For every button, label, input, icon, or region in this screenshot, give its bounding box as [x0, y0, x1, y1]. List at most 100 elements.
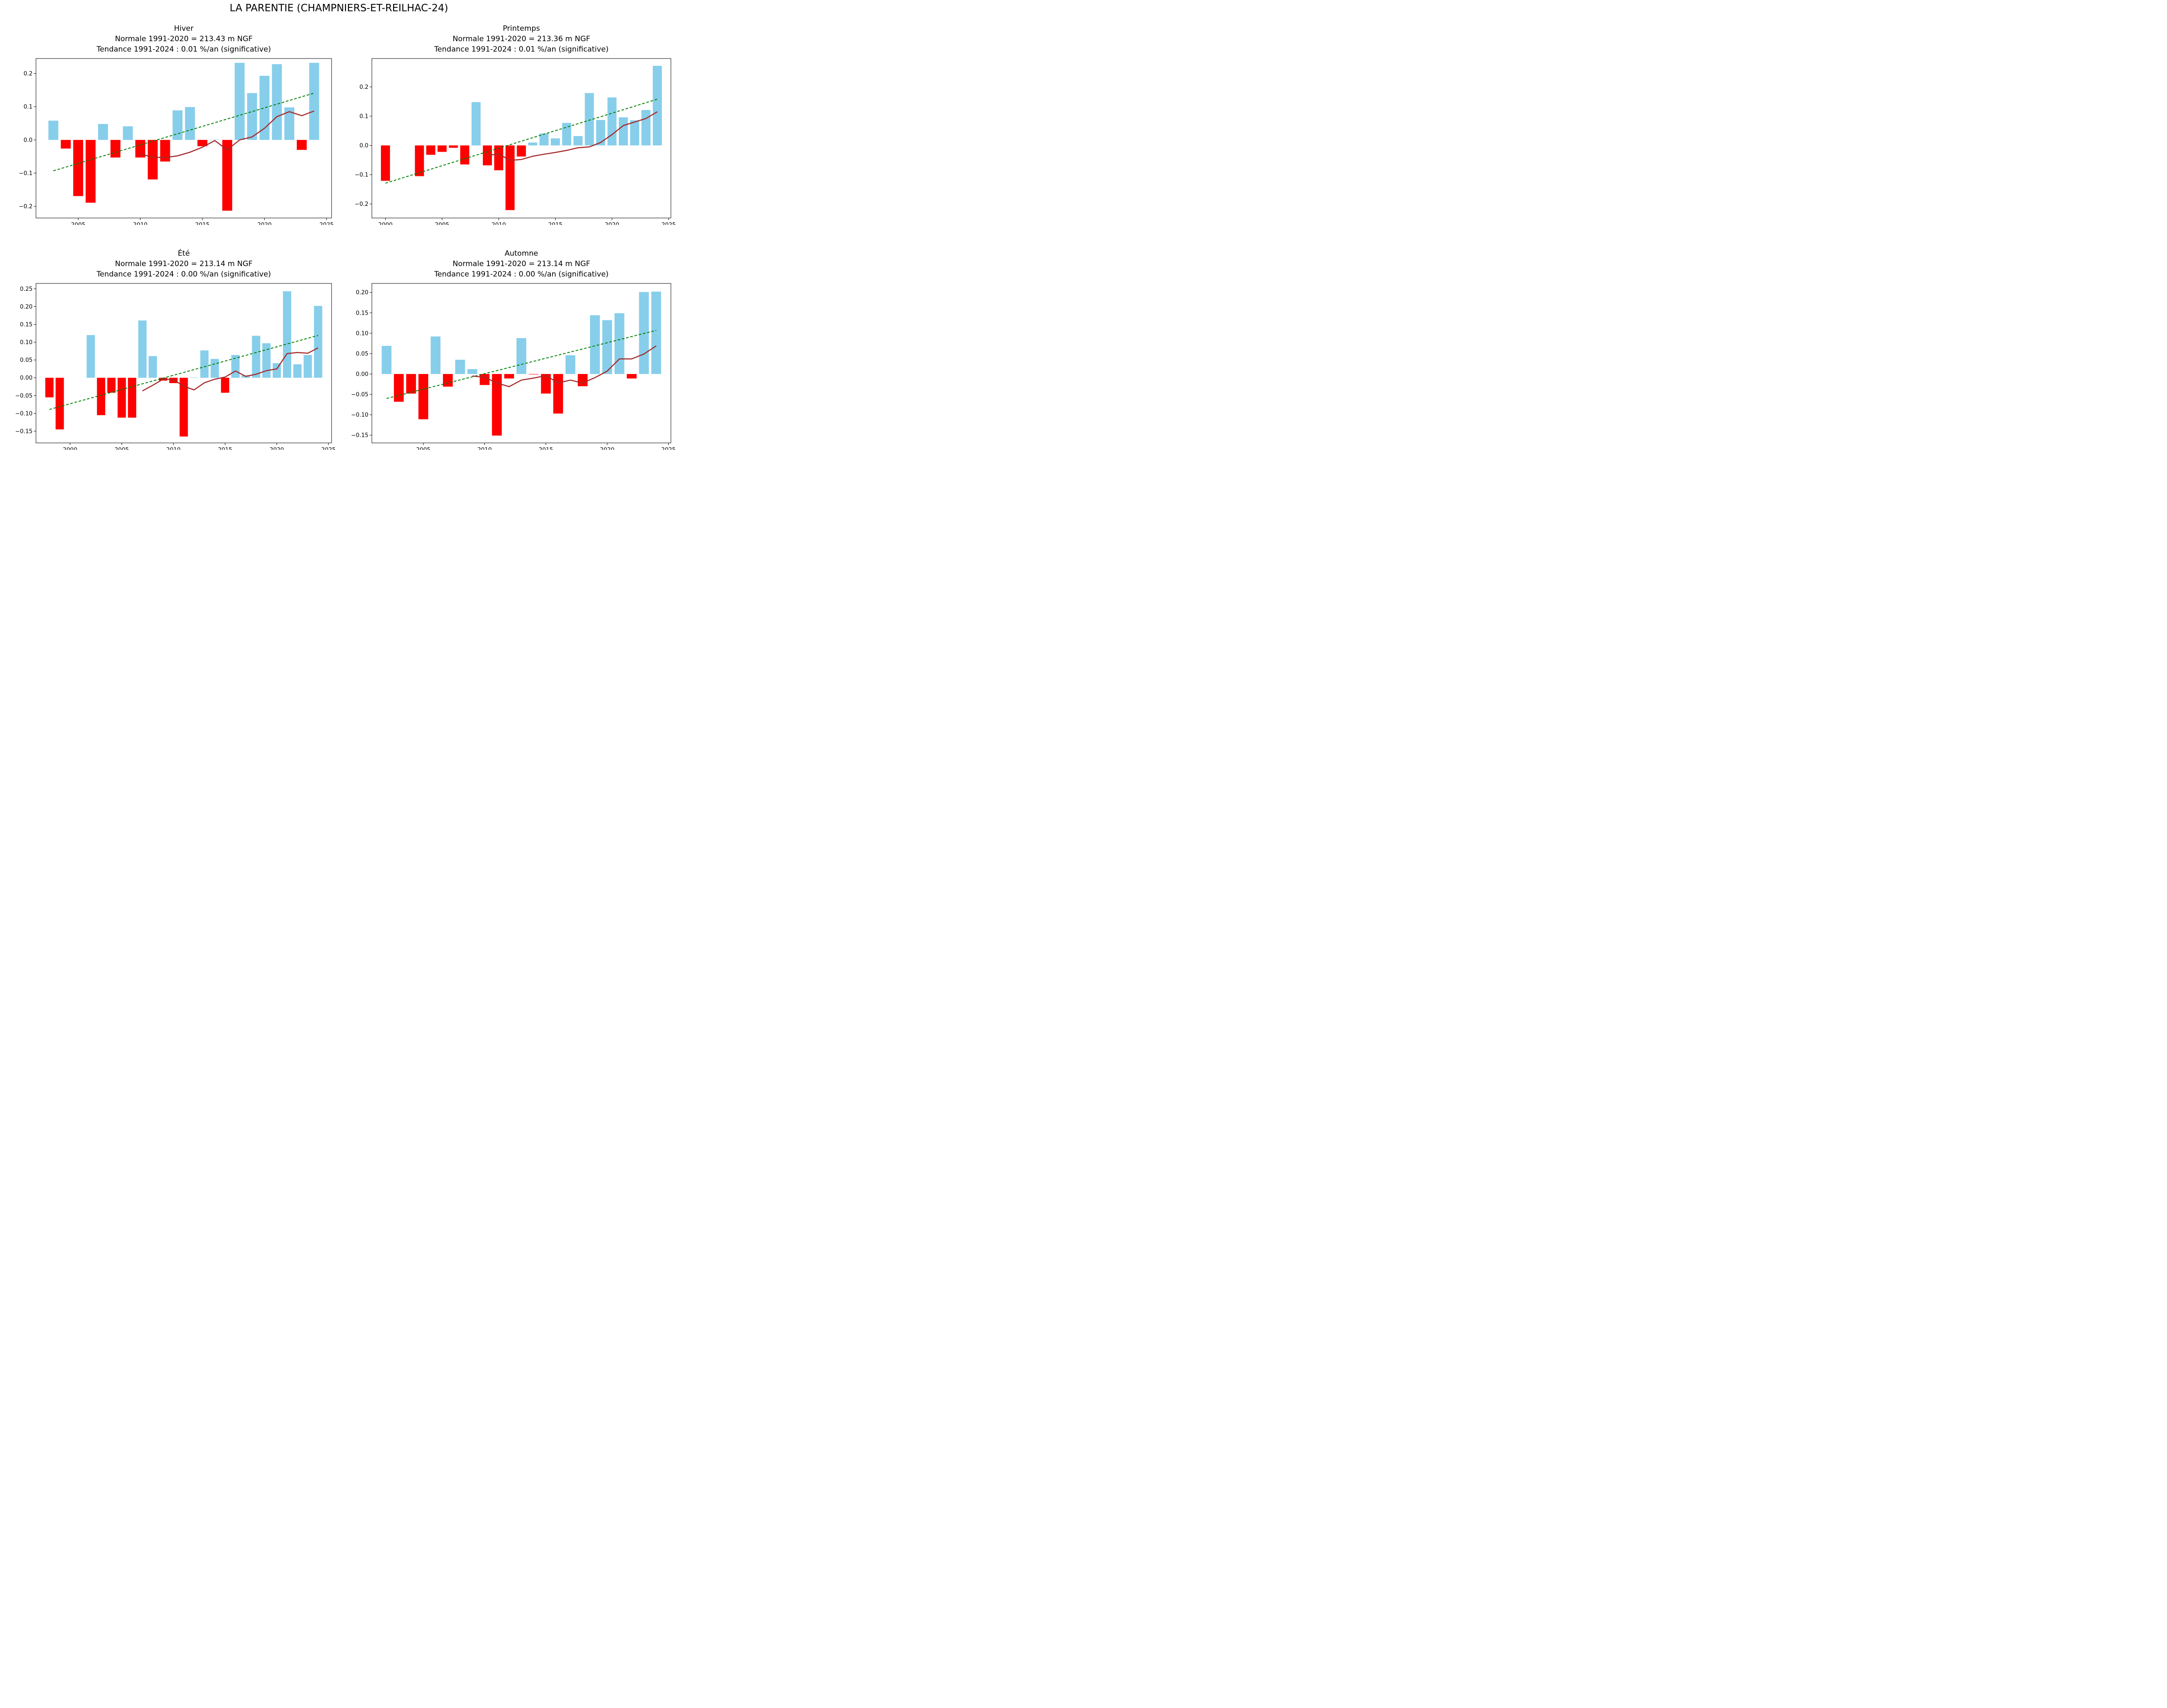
bar-negative: [541, 374, 551, 394]
bar-positive: [200, 350, 209, 378]
bar-positive: [303, 355, 312, 378]
bar-positive: [565, 355, 576, 374]
x-tick-label: 2015: [218, 447, 232, 450]
x-tick-label: 2025: [321, 447, 335, 450]
bar-positive: [309, 62, 319, 140]
y-tick-label: 0.05: [356, 351, 368, 357]
bar-negative: [418, 374, 429, 420]
bar-negative: [110, 140, 120, 158]
trend-line: Tendance 1991-2024 : 0.00 %/an (signific…: [96, 270, 271, 279]
y-tick-label: 0.1: [23, 104, 33, 111]
bar-positive: [259, 75, 270, 140]
axes-frame: [36, 283, 332, 443]
y-tick-label: −0.05: [351, 392, 368, 398]
x-tick-label: 2015: [548, 222, 563, 225]
y-tick-label: 0.05: [20, 357, 33, 364]
bar-positive: [467, 369, 478, 374]
subplot-printemps: Printemps Normale 1991-2020 = 213.36 m NG…: [339, 0, 678, 225]
bar-positive: [247, 93, 257, 140]
bar-negative: [492, 374, 502, 436]
bar-positive: [211, 359, 219, 378]
axes-frame: [36, 58, 332, 218]
trend-line: Tendance 1991-2024 : 0.01 %/an (signific…: [96, 45, 271, 54]
normal-line: Normale 1991-2020 = 213.43 m NGF: [115, 35, 253, 43]
bar-positive: [273, 363, 281, 378]
bar-positive: [272, 64, 282, 140]
bar-negative: [147, 140, 158, 180]
x-tick-label: 2010: [478, 447, 492, 450]
x-tick-label: 2015: [195, 222, 209, 225]
bar-negative: [169, 377, 178, 383]
bar-positive: [472, 102, 481, 146]
x-tick-label: 2025: [661, 447, 676, 450]
bar-negative: [504, 374, 514, 379]
bar-positive: [86, 335, 95, 378]
chart-svg: 2000 2005 2010 2015 2020 2025 −0.2 −0.1 0.0 0.1 0.…: [355, 58, 676, 225]
bar-negative: [415, 145, 424, 176]
bar-positive: [614, 313, 625, 374]
bar-positive: [528, 142, 537, 146]
bar-negative: [160, 140, 170, 162]
trend-line: [53, 92, 315, 172]
bar-negative: [517, 145, 526, 157]
x-tick-label: 2005: [416, 447, 430, 450]
y-tick-label: 0.2: [359, 84, 368, 91]
x-tick-label: 2005: [114, 447, 129, 450]
bar-positive: [618, 117, 628, 146]
x-tick-label: 2010: [133, 222, 147, 225]
y-tick-label: −0.1: [355, 172, 368, 179]
bar-negative: [553, 374, 563, 414]
y-tick-label: 0.10: [20, 339, 33, 346]
chart-svg: 2005 2010 2015 2020 2025 −0.2 −0.1 0.0 0.1 0.2: [19, 58, 334, 225]
chart-svg: 2000 2005 2010 2015 2020 2025 −0.15 −0.10 −0.05 0…: [15, 283, 335, 450]
season-title: Automne: [504, 249, 538, 258]
x-tick-label: 2020: [600, 447, 614, 450]
bar-negative: [426, 145, 436, 155]
season-title: Été: [178, 249, 190, 258]
bar-positive: [651, 291, 661, 374]
x-tick-label: 2015: [539, 447, 553, 450]
bar-positive: [653, 65, 662, 146]
trend-line: Tendance 1991-2024 : 0.01 %/an (signific…: [434, 45, 609, 54]
bars-group: [48, 62, 319, 211]
x-tick-label: 2010: [491, 222, 506, 225]
bar-negative: [381, 145, 390, 181]
subplot-title: Printemps Normale 1991-2020 = 213.36 m NG…: [372, 23, 671, 55]
trend-line: [49, 335, 319, 410]
x-tick-label: 2020: [605, 222, 619, 225]
bar-positive: [516, 338, 527, 374]
y-tick-label: 0.15: [20, 322, 33, 328]
subplot-hiver: Hiver Normale 1991-2020 = 213.43 m NGF Ten…: [0, 0, 339, 225]
y-tick-label: −0.15: [15, 428, 33, 435]
bar-negative: [394, 374, 404, 402]
subplot-title: Automne Normale 1991-2020 = 213.14 m NGF T…: [372, 248, 671, 280]
bar-positive: [284, 107, 295, 140]
bar-positive: [539, 133, 549, 146]
bar-positive: [641, 110, 651, 146]
bar-positive: [573, 136, 583, 146]
bar-positive: [455, 360, 465, 374]
y-tick-label: −0.10: [15, 410, 33, 417]
trend-line: [386, 330, 657, 399]
moving-average-line: [487, 111, 658, 161]
normal-line: Normale 1991-2020 = 213.36 m NGF: [452, 35, 590, 43]
bar-positive: [48, 120, 59, 140]
axes-frame: [371, 58, 671, 218]
bar-negative: [61, 140, 71, 149]
normal-line: Normale 1991-2020 = 213.14 m NGF: [452, 260, 590, 268]
bar-positive: [148, 356, 157, 378]
normal-line: Normale 1991-2020 = 213.14 m NGF: [115, 260, 253, 268]
bar-negative: [627, 374, 637, 379]
x-tick-label: 2025: [319, 222, 334, 225]
bar-negative: [505, 145, 515, 210]
y-tick-label: 0.20: [20, 304, 33, 310]
bar-positive: [252, 335, 260, 378]
y-tick-label: −0.10: [351, 412, 368, 419]
x-tick-label: 2020: [270, 447, 284, 450]
bar-negative: [449, 145, 458, 148]
bar-negative: [483, 145, 492, 166]
trend-line: Tendance 1991-2024 : 0.00 %/an (signific…: [434, 270, 609, 279]
x-tick-label: 2010: [166, 447, 181, 450]
x-tick-label: 2025: [661, 222, 676, 225]
x-tick-label: 2000: [63, 447, 77, 450]
